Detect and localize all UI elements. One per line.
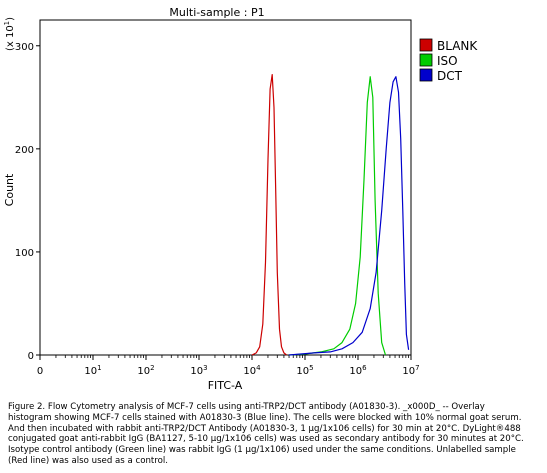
figure-caption: Figure 2. Flow Cytometry analysis of MCF…	[8, 402, 524, 466]
x-tick-label: 104	[243, 364, 261, 377]
y-tick-label: 300	[15, 42, 34, 53]
legend-label-iso: ISO	[437, 54, 458, 68]
x-tick-exp: 4	[256, 364, 261, 372]
x-tick-label: 103	[190, 364, 207, 377]
x-tick-label: 106	[349, 364, 367, 377]
histogram-series	[251, 73, 410, 356]
x-axis-label: FITC-A	[208, 379, 243, 392]
x-tick-base: 10	[402, 366, 415, 377]
x-tick-label: 107	[402, 364, 419, 377]
x-axis-ticks: 0 101 102 103 104 105 106 107	[37, 355, 420, 377]
x-tick-base: 10	[296, 366, 309, 377]
plot-frame	[39, 19, 412, 356]
legend-swatch-dct	[419, 68, 433, 82]
legend-label-dct: DCT	[437, 69, 463, 83]
x-tick-label: 105	[296, 364, 313, 377]
y-tick-label: 0	[28, 351, 34, 362]
x-tick-exp: 7	[415, 364, 419, 372]
x-tick-exp: 6	[362, 364, 367, 372]
y-axis-ticks: 0 100 200 300	[15, 42, 40, 362]
legend-label-blank: BLANK	[437, 39, 478, 53]
x-tick-base: 10	[84, 366, 97, 377]
y-tick-label: 200	[15, 145, 34, 156]
x-tick-label: 0	[37, 366, 43, 377]
x-tick-exp: 3	[203, 364, 207, 372]
x-tick-label: 101	[84, 364, 101, 377]
legend-swatch-blank	[419, 38, 433, 52]
series-line-dct	[288, 76, 410, 356]
x-tick-base: 10	[349, 366, 362, 377]
x-tick-exp: 1	[97, 364, 101, 372]
series-line-iso	[288, 76, 387, 356]
x-tick-base: 10	[190, 366, 203, 377]
y-scale-multiplier: (x 101)	[3, 17, 16, 51]
y-scale-label: (x 10	[5, 25, 16, 51]
series-line-blank	[251, 73, 287, 356]
x-tick-exp: 2	[150, 364, 154, 372]
legend-swatch-iso	[419, 53, 433, 67]
y-tick-label: 100	[15, 248, 34, 259]
x-tick-base: 10	[137, 366, 150, 377]
x-tick-base: 10	[243, 366, 256, 377]
x-tick-label: 102	[137, 364, 154, 377]
chart-title: Multi-sample : P1	[169, 6, 264, 19]
x-tick-exp: 5	[309, 364, 313, 372]
y-scale-close: )	[5, 17, 16, 21]
x-tick-base: 0	[37, 366, 43, 377]
y-axis-label: Count	[3, 173, 16, 206]
y-scale-exp: 1	[3, 21, 11, 25]
